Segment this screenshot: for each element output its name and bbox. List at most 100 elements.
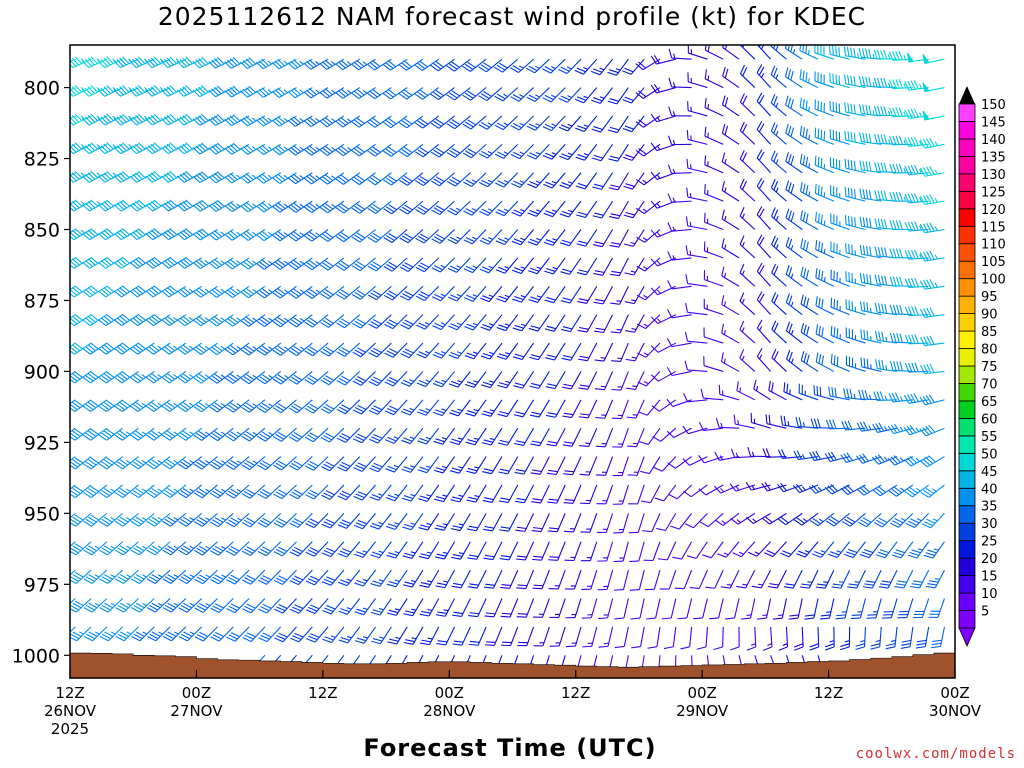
barb-feather — [771, 382, 774, 392]
barb-feather — [122, 170, 130, 179]
barb-feather — [198, 459, 208, 466]
barb-feather — [146, 463, 155, 470]
wind-barb — [696, 626, 708, 650]
barb-feather — [515, 529, 525, 532]
wind-barb — [351, 143, 376, 157]
wind-barb — [368, 399, 392, 415]
barb-feather — [387, 60, 397, 68]
wind-barb — [240, 314, 266, 327]
wind-barb — [145, 170, 171, 183]
barb-feather — [496, 355, 507, 360]
barb-feather — [357, 519, 368, 525]
barb-feather — [166, 430, 176, 437]
wind-barb — [581, 598, 598, 619]
barb-feather — [277, 58, 285, 67]
barb-staff — [248, 342, 266, 356]
barb-feather — [74, 56, 83, 64]
wind-barb — [272, 257, 297, 270]
barb-feather — [57, 546, 65, 551]
barb-feather — [529, 385, 539, 389]
barb-feather — [246, 460, 255, 466]
wind-barb — [435, 569, 456, 589]
barb-feather — [54, 318, 61, 324]
barb-feather — [192, 204, 201, 212]
wind-barb — [178, 512, 203, 527]
barb-staff — [216, 370, 234, 384]
barb-feather — [419, 408, 429, 414]
barb-half-feather — [643, 381, 649, 385]
barb-feather — [198, 230, 207, 237]
barb-feather — [369, 205, 379, 213]
wind-barb — [336, 342, 361, 357]
barb-staff — [135, 58, 155, 69]
barb-feather — [169, 199, 178, 207]
wind-barb — [70, 512, 92, 527]
barb-feather — [255, 90, 264, 98]
barb-feather — [113, 204, 122, 212]
barb-half-feather — [205, 488, 210, 493]
barb-feather — [372, 609, 382, 613]
barb-feather — [289, 465, 298, 471]
barb-staff — [296, 427, 313, 442]
barb-feather — [303, 235, 313, 242]
barb-feather — [101, 518, 111, 525]
barb-feather — [59, 486, 67, 491]
barb-feather — [386, 525, 396, 530]
barb-staff — [70, 427, 76, 433]
barb-feather — [290, 118, 299, 126]
barb-feather — [59, 314, 66, 320]
barb-half-feather — [440, 293, 446, 297]
barb-feather — [185, 85, 193, 93]
barb-feather — [145, 146, 153, 155]
barb-feather — [323, 492, 333, 498]
barb-feather — [70, 407, 76, 413]
barb-feather — [704, 155, 707, 165]
wind-barb — [130, 484, 155, 499]
barb-feather — [402, 526, 412, 531]
barb-feather — [214, 144, 222, 152]
barb-feather — [325, 547, 336, 553]
barb-half-feather — [283, 89, 288, 94]
barb-staff — [330, 598, 345, 615]
barb-feather — [153, 113, 162, 122]
barb-half-feather — [283, 60, 288, 65]
barb-feather — [87, 430, 97, 437]
wind-barb — [70, 229, 76, 234]
barb-feather — [212, 461, 221, 468]
barb-feather — [72, 516, 81, 523]
barb-feather — [113, 117, 122, 126]
wind-barb — [515, 541, 535, 561]
barb-feather — [201, 142, 209, 150]
wind-barb — [686, 129, 708, 145]
barb-feather — [240, 349, 250, 356]
barb-staff — [281, 512, 297, 528]
barb-feather — [546, 296, 556, 301]
barb-feather — [368, 381, 378, 387]
barb-half-feather — [268, 432, 274, 436]
barb-staff — [90, 399, 108, 413]
wind-barb — [258, 626, 282, 643]
barb-half-feather — [205, 603, 211, 607]
wind-barb — [612, 428, 629, 448]
wind-barb — [563, 456, 582, 476]
barb-feather — [119, 344, 128, 352]
barb-half-feather — [142, 545, 147, 550]
wind-barb — [273, 512, 297, 528]
barb-feather — [277, 374, 287, 381]
barb-staff — [107, 598, 124, 613]
wind-barb — [208, 314, 234, 327]
barb-half-feather — [204, 374, 210, 378]
wind-barb — [622, 115, 645, 133]
barb-staff — [218, 541, 234, 556]
wind-barb — [82, 399, 108, 413]
wind-barb — [162, 598, 187, 613]
barb-feather — [178, 549, 187, 556]
barb-feather — [182, 488, 192, 495]
barb-feather — [278, 517, 287, 524]
barb-feather — [211, 117, 219, 125]
wind-barb — [548, 541, 566, 561]
barb-feather — [169, 285, 178, 293]
barb-staff — [343, 200, 361, 214]
barb-half-feather — [331, 203, 336, 208]
wind-barb — [194, 626, 218, 642]
